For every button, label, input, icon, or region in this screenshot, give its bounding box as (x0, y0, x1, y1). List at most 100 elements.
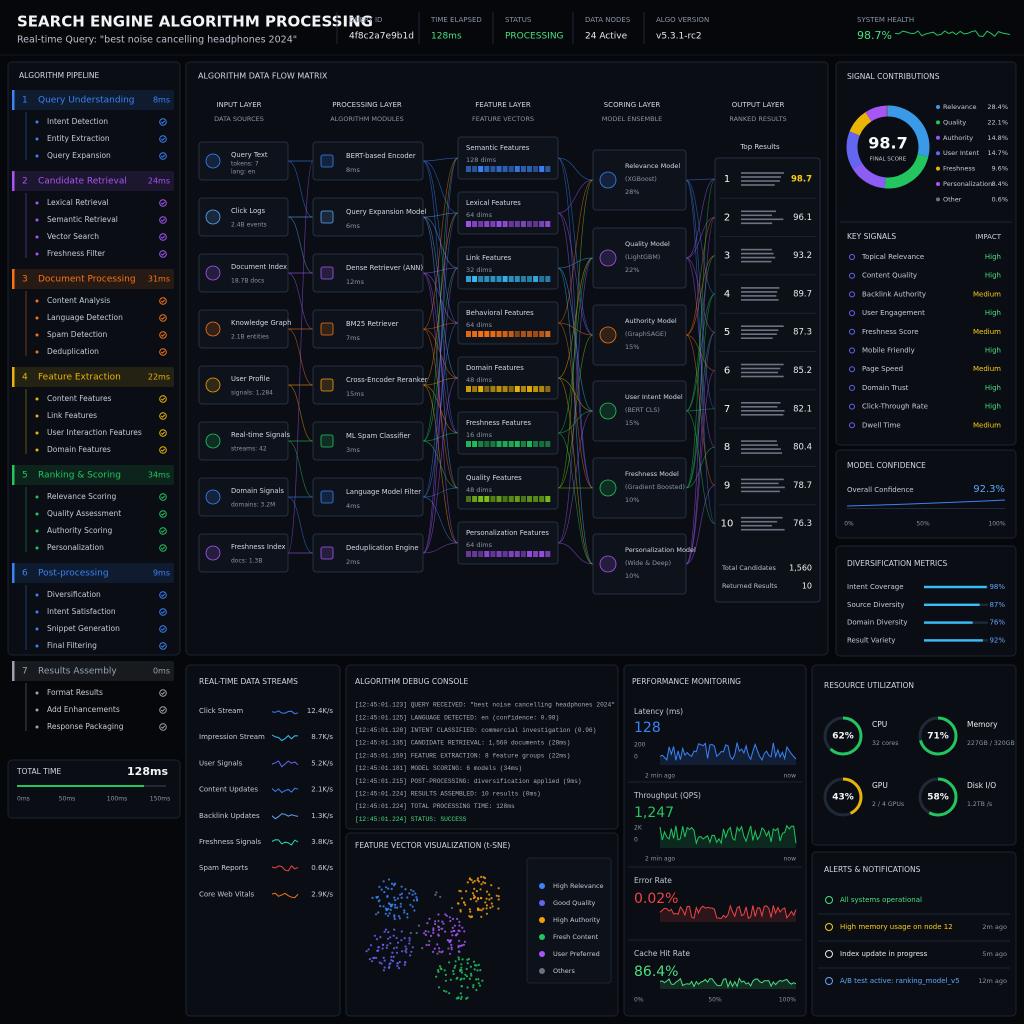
result-score: 80.4 (793, 443, 812, 453)
module-node (312, 197, 424, 237)
feature-bar (520, 386, 526, 392)
result-snippet (741, 210, 777, 213)
step-name: Diversification (47, 590, 101, 599)
node-time: 12ms (346, 278, 365, 286)
feature-bar (466, 166, 471, 172)
result-snippet (741, 440, 777, 442)
axis-label: 50ms (59, 796, 76, 803)
result-snippet (741, 248, 772, 251)
stage-header (12, 269, 174, 289)
signal-icon (849, 272, 855, 279)
node-icon (599, 249, 617, 267)
feature-bar (484, 551, 490, 557)
node-name: Link Features (466, 254, 512, 262)
feature-bar (545, 221, 551, 227)
bar (924, 621, 973, 624)
scatter-point (375, 956, 378, 960)
feature-bar (490, 386, 496, 392)
scatter-point (399, 905, 402, 908)
node-name: Dense Retriever (ANN) (346, 264, 423, 272)
scatter-point (450, 948, 453, 951)
step-check (159, 591, 167, 599)
node-name: User Intent Model (625, 393, 683, 401)
signal-impact: Medium (973, 365, 1001, 373)
scatter-point (395, 936, 398, 940)
panel-title: MODEL CONFIDENCE (847, 461, 926, 470)
scatter-point (394, 903, 397, 907)
sparkline (271, 813, 299, 820)
step-name: Content Analysis (47, 296, 110, 305)
scatter-point (497, 898, 500, 901)
result-snippet (741, 337, 773, 339)
alert-icon (825, 950, 833, 958)
scatter-point (481, 979, 484, 982)
scatter-point (480, 909, 483, 912)
scatter-point (460, 971, 464, 974)
feature-bar (539, 441, 545, 447)
layer-name: OUTPUT LAYER (732, 101, 785, 109)
alert-time: 5m ago (982, 950, 1007, 958)
scatter-point (438, 950, 441, 953)
legend-name: Authority (943, 134, 973, 142)
scatter-point (409, 888, 413, 892)
feature-bar (545, 331, 551, 337)
stat-label: DATA NODES (585, 16, 631, 24)
scatter-point (477, 978, 480, 981)
scatter-point (460, 966, 463, 969)
flow-line (557, 179, 594, 489)
step-check-mark (160, 593, 166, 597)
stream-name: Freshness Signals (199, 838, 261, 846)
stream-rate: 3.8K/s (311, 838, 333, 846)
scatter-point (441, 950, 444, 953)
node-info: 2.4B events (231, 222, 267, 229)
step-bullet (35, 154, 39, 158)
scatter-point (404, 945, 407, 948)
scatter-point (474, 964, 477, 967)
scatter-point (469, 965, 472, 968)
scatter-point (405, 947, 408, 951)
step-bullet (35, 529, 39, 533)
scatter-point (472, 960, 476, 963)
scatter-point (387, 878, 391, 881)
scatter-point (396, 941, 400, 944)
resource-name: Disk I/O (967, 781, 996, 790)
step-check (159, 527, 167, 535)
step-check-mark (160, 448, 166, 452)
axis-label: 200 (634, 742, 646, 749)
node-icon (320, 154, 334, 168)
scatter-point (421, 947, 424, 950)
node-time: 3ms (346, 446, 360, 454)
module-node (312, 141, 424, 181)
feature-bar (466, 386, 471, 392)
scatter-point (394, 906, 397, 909)
gauge-value: 43% (832, 793, 854, 803)
input-node (198, 365, 289, 405)
flow-line (557, 410, 594, 544)
result-score: 85.2 (793, 366, 812, 376)
scatter-point (485, 890, 489, 893)
scatter-point (396, 897, 399, 900)
scatter-point (466, 996, 469, 999)
step-check (159, 544, 167, 552)
scatter-point (497, 907, 500, 910)
scatter-point (423, 932, 426, 935)
stage-accent (12, 367, 15, 387)
scatter-point (376, 895, 379, 898)
feature-bar (508, 221, 514, 227)
step-check-mark (160, 644, 166, 648)
node-icon (320, 266, 334, 280)
sparkline (659, 977, 797, 989)
subtitle: Real-time Query: "best noise cancelling … (17, 35, 297, 46)
scatter-point (434, 920, 437, 923)
feature-bar (508, 331, 514, 337)
node-dims: 64 dims (466, 541, 493, 549)
step-check-mark (160, 512, 166, 516)
gauge (918, 777, 958, 817)
signal-icon (849, 328, 855, 335)
signal-icon (849, 291, 855, 298)
node-name: Semantic Features (466, 144, 530, 152)
console-line: [12:45:01.224] TOTAL PROCESSING TIME: 12… (355, 803, 515, 810)
feature-bar (508, 166, 514, 172)
scatter-point (479, 969, 482, 972)
